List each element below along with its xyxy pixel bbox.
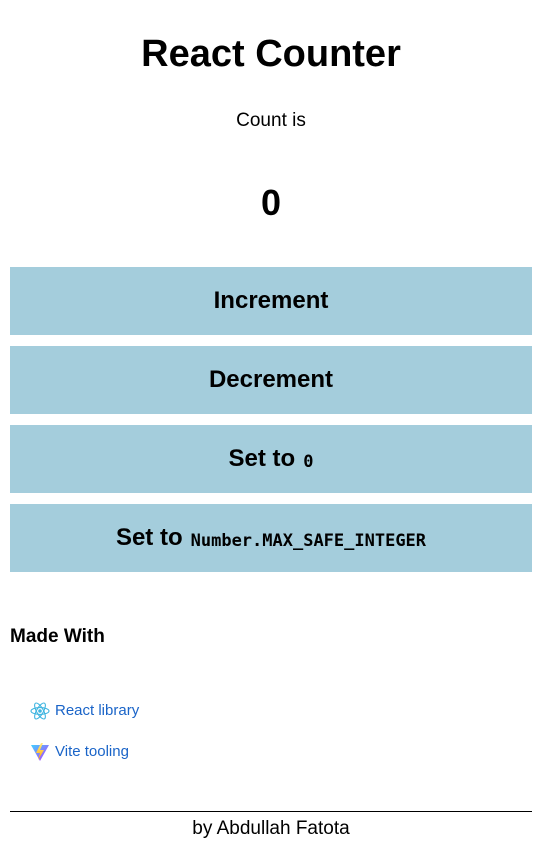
set-to-zero-button[interactable]: Set to 0 [10, 425, 532, 493]
increment-button[interactable]: Increment [10, 267, 532, 335]
react-library-link[interactable]: React library [55, 702, 140, 719]
react-library-link-row[interactable]: React library [30, 700, 139, 722]
vite-tooling-link[interactable]: Vite tooling [55, 743, 129, 760]
increment-button-label: Increment [213, 287, 329, 314]
count-label: Count is [236, 110, 306, 131]
decrement-button[interactable]: Decrement [10, 346, 532, 414]
react-icon [30, 701, 50, 721]
set-to-zero-code: 0 [303, 452, 314, 472]
set-to-max-label: Set to [115, 524, 183, 551]
set-to-max-button[interactable]: Set to Number.MAX_SAFE_INTEGER [10, 504, 532, 572]
count-value: 0 [260, 182, 282, 223]
vite-tooling-link-row[interactable]: Vite tooling [30, 741, 129, 763]
page-title: React Counter [141, 33, 401, 75]
vite-icon [30, 742, 50, 762]
made-with-heading: Made With [10, 626, 105, 647]
set-to-zero-label: Set to [228, 445, 296, 472]
footer-divider [10, 811, 532, 812]
decrement-button-label: Decrement [208, 366, 334, 393]
set-to-max-code: Number.MAX_SAFE_INTEGER [190, 531, 427, 551]
footer-credit: by Abdullah Fatota [192, 818, 350, 839]
